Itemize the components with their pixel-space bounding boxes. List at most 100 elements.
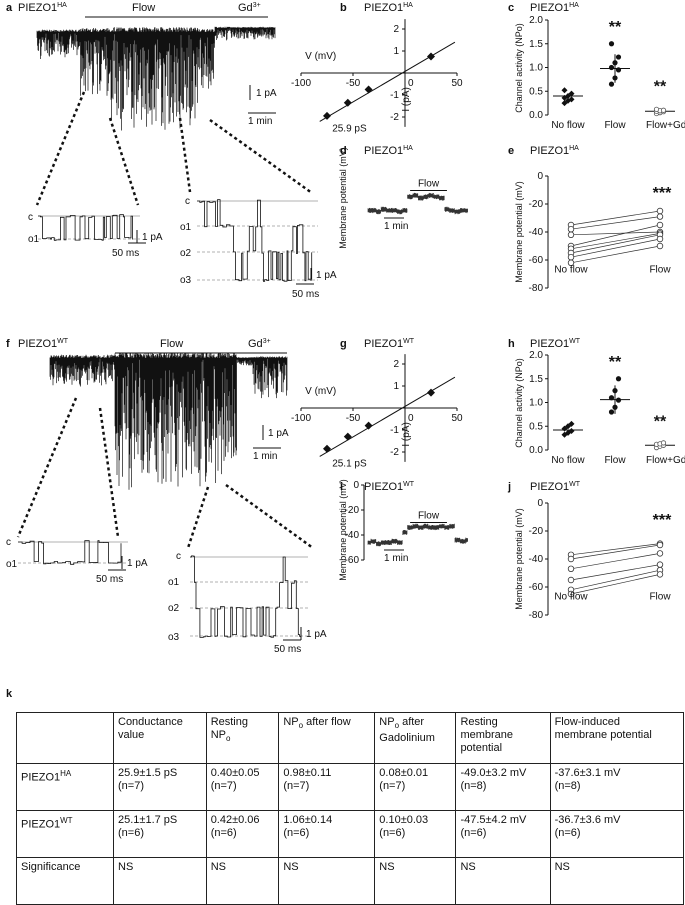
- table-cell: 25.9±1.5 pS (n=7): [113, 763, 207, 811]
- npo-data-point: [615, 67, 622, 73]
- scale-pA-f1: 1 pA: [127, 558, 148, 569]
- pair-connector: [570, 210, 661, 226]
- channel-trace-path: [18, 540, 122, 565]
- iv-y-tick-label: -1: [390, 90, 399, 101]
- table-row: PIEZO1WT 25.1±1.7 pS (n=6) 0.42±0.06 (n=6) 1.…: [16, 810, 685, 858]
- title-f: PIEZO1WT: [18, 338, 69, 350]
- vm-trace-i: Flow 1 min Membrane potential (mV) 0 -20 -40 -…: [338, 479, 468, 581]
- flow-label-f: Flow: [160, 338, 183, 350]
- npo-y-tick-label: 1.5: [529, 374, 543, 385]
- state-o1-a2: o1: [180, 222, 192, 233]
- table-cell: -47.5±4.2 mV (n=6): [455, 810, 551, 858]
- scale-min-f: 1 min: [253, 451, 277, 462]
- vm-time-scale-label: 1 min: [384, 553, 408, 564]
- npo-y-tick-label: 0.0: [529, 445, 543, 456]
- scale-pA-f: 1 pA: [268, 428, 289, 439]
- pair-point-noflow: [567, 555, 575, 563]
- pair-connector: [570, 574, 661, 595]
- iv-data-point: [343, 98, 352, 107]
- pair-connector: [570, 224, 661, 247]
- table-cell: 0.98±0.11 (n=7): [278, 763, 376, 811]
- table-row: Significance NS NS NS NS NS NS: [16, 857, 685, 905]
- zoom-line-f3: [186, 486, 210, 549]
- state-c-f1: c: [6, 537, 11, 548]
- pair-point-noflow: [567, 590, 575, 598]
- channel-trace-path: [197, 199, 313, 282]
- npo-y-tick-label: 1.0: [529, 63, 543, 74]
- npo-data-point: [568, 96, 575, 103]
- title-j: PIEZO1WT: [530, 481, 581, 493]
- table-cell: -37.6±3.1 mV (n=8): [549, 763, 685, 811]
- gd-label-a: Gd3+: [238, 2, 261, 14]
- panel-letter-c: c: [508, 2, 514, 14]
- npo-data-point: [608, 41, 615, 47]
- npo-data-point: [608, 64, 615, 71]
- zoom-line-a1: [35, 91, 86, 206]
- table-cell: NS: [113, 857, 207, 905]
- table-header-row: Conductance value Resting NPo NPo after flow…: [16, 712, 685, 764]
- title-i: PIEZO1WT: [364, 481, 415, 493]
- current-trace-path: [36, 26, 276, 131]
- pair-significance-marker: ***: [653, 185, 672, 202]
- pair-connector: [570, 544, 661, 560]
- npo-data-point: [615, 397, 622, 403]
- scale-ms-a2: 50 ms: [292, 289, 319, 300]
- pair-y-axis-label: Membrane potential (mV): [514, 508, 524, 610]
- pair-y-tick-label: -20: [529, 526, 544, 537]
- panel-letter-g: g: [340, 338, 347, 350]
- current-trace-path: [49, 352, 288, 490]
- pair-connector: [570, 569, 661, 591]
- table-row-label: PIEZO1WT: [16, 810, 114, 858]
- npo-data-point: [608, 395, 615, 401]
- vm-y-axis-label: Membrane potential (mV): [338, 479, 348, 581]
- npo-category-label: No flow: [551, 120, 585, 131]
- vm-y-tick-label: 0: [353, 480, 359, 491]
- pair-y-tick-label: 0: [537, 171, 543, 182]
- zoom-line-f2: [98, 407, 120, 538]
- single-channel-trace-f2: [190, 555, 308, 638]
- figure-canvas: a PIEZO1HA Flow Gd3+ 1 pA 1 min c o1 1 p…: [6, 2, 685, 700]
- vm-flow-label: Flow: [418, 511, 440, 522]
- npo-category-label: Flow: [604, 120, 626, 131]
- pair-point-noflow: [567, 254, 575, 261]
- scale-min-a: 1 min: [248, 116, 272, 127]
- iv-y-tick-label: -1: [390, 425, 399, 436]
- panel-letter-a: a: [6, 2, 13, 14]
- scale-pA-f2: 1 pA: [306, 629, 327, 640]
- scale-pA-a2: 1 pA: [316, 270, 337, 281]
- pair-point-flow: [656, 561, 664, 568]
- iv-plot-g: -100 -50 50 0 -2 -1 1 2 V (mV) I (pA) 25.1 pS: [291, 354, 463, 469]
- table-cell: 1.06±0.14 (n=6): [278, 810, 376, 858]
- iv-x-tick-label: 50: [451, 413, 463, 424]
- npo-data-point: [608, 409, 615, 415]
- pair-point-noflow: [567, 565, 575, 572]
- pair-connector: [570, 234, 661, 254]
- iv-y-tick-label: -2: [390, 447, 399, 458]
- npo-plot-h: 0.0 0.5 1.0 1.5 2.0 Channel activity (NPo) ** *…: [514, 350, 685, 466]
- npo-y-tick-label: 1.0: [529, 398, 543, 409]
- pair-connector: [570, 231, 661, 236]
- pair-point-noflow: [567, 231, 575, 238]
- pair-category-label: No flow: [554, 264, 588, 275]
- zoom-line-a3: [178, 117, 192, 193]
- iv-fit-line: [319, 376, 456, 457]
- iv-conductance-label: 25.9 pS: [332, 123, 367, 134]
- table-row-label: Significance: [16, 857, 114, 905]
- iv-y-tick-label: -2: [390, 112, 399, 123]
- npo-data-point: [660, 440, 667, 446]
- npo-y-tick-label: 0.5: [529, 86, 543, 97]
- title-b: PIEZO1HA: [364, 2, 413, 14]
- iv-x-tick-label: 0: [408, 78, 414, 89]
- title-a: PIEZO1HA: [18, 2, 67, 14]
- vm-trace-path: [367, 523, 468, 547]
- title-g: PIEZO1WT: [364, 338, 415, 350]
- iv-x-axis-label: V (mV): [305, 51, 336, 62]
- npo-data-point: [608, 81, 615, 87]
- state-c-a1: c: [28, 212, 33, 223]
- pair-category-label: Flow: [649, 591, 671, 602]
- vm-y-axis-label: Membrane potential (mV): [338, 147, 348, 249]
- panel-letter-h: h: [508, 338, 515, 350]
- table-cell: 25.1±1.7 pS (n=6): [113, 810, 207, 858]
- panel-letter-i: i: [340, 481, 343, 493]
- npo-data-point: [653, 106, 660, 112]
